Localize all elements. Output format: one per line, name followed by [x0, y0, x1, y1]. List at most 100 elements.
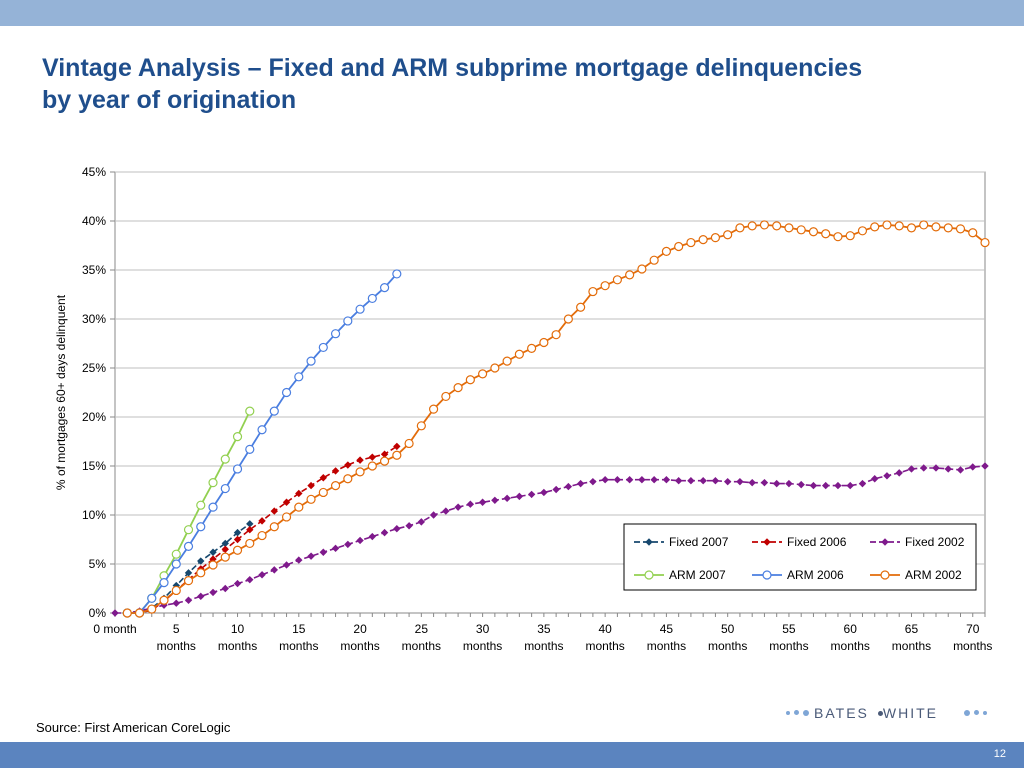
logo-dot	[803, 710, 809, 716]
data-point-arm-2002	[588, 286, 598, 297]
data-point-fixed-2002	[111, 609, 119, 617]
x-tick-label: months	[892, 639, 931, 653]
data-point-fixed-2002	[748, 478, 756, 487]
data-point-fixed-2002	[944, 465, 952, 473]
x-tick-label: 60	[844, 622, 858, 636]
data-point-arm-2002	[527, 343, 537, 353]
data-point-arm-2006	[294, 372, 304, 382]
data-point-arm-2002	[453, 383, 463, 393]
logo-dot	[983, 711, 987, 715]
data-point-arm-2002	[857, 226, 868, 236]
data-point-fixed-2002	[650, 476, 658, 484]
slide-title-line-1: Vintage Analysis – Fixed and ARM subprim…	[42, 54, 863, 82]
data-point-arm-2002	[441, 391, 451, 402]
x-tick-label: 35	[537, 622, 551, 636]
data-point-fixed-2002	[356, 536, 364, 545]
data-point-fixed-2007	[233, 528, 242, 537]
data-point-arm-2002	[159, 595, 169, 605]
data-point-fixed-2002	[601, 476, 609, 484]
data-point-fixed-2006	[221, 545, 229, 554]
data-point-arm-2002	[796, 225, 806, 235]
data-point-fixed-2006	[295, 489, 303, 498]
data-point-arm-2002	[514, 349, 524, 359]
x-tick-label: 70	[966, 622, 980, 636]
source-note: Source: First American CoreLogic	[36, 720, 231, 735]
data-point-arm-2002	[404, 438, 414, 449]
data-point-arm-2002	[281, 512, 292, 522]
data-point-arm-2006	[183, 541, 194, 551]
data-point-arm-2002	[931, 222, 941, 232]
data-point-arm-2006	[355, 304, 365, 314]
data-point-fixed-2002	[674, 476, 683, 485]
y-tick-label: 15%	[82, 459, 106, 473]
data-point-fixed-2002	[564, 482, 573, 491]
legend-marker-fixed-2006	[763, 538, 771, 546]
data-point-fixed-2002	[723, 477, 732, 486]
x-tick-label: months	[708, 639, 747, 653]
data-point-fixed-2002	[295, 556, 303, 564]
data-point-arm-2002	[808, 227, 819, 237]
data-point-fixed-2002	[699, 476, 707, 485]
data-point-arm-2006	[281, 387, 292, 398]
x-tick-label: months	[218, 639, 257, 653]
data-point-fixed-2002	[331, 544, 340, 553]
data-point-arm-2002	[147, 604, 157, 614]
data-point-arm-2002	[245, 538, 255, 549]
logo-separator-dot	[878, 711, 883, 716]
data-point-arm-2006	[245, 444, 255, 454]
logo-word-right: WHITE	[882, 705, 938, 721]
x-tick-label: 0 month	[93, 622, 136, 636]
series-line-arm-2006	[127, 273, 398, 614]
data-point-fixed-2002	[258, 571, 266, 579]
legend-marker-fixed-2007	[645, 538, 653, 546]
data-point-fixed-2002	[307, 552, 315, 560]
data-point-arm-2002	[478, 369, 488, 379]
data-point-arm-2007	[208, 478, 218, 488]
data-point-arm-2006	[147, 593, 157, 603]
x-tick-label: months	[402, 639, 441, 653]
data-point-arm-2002	[318, 487, 328, 498]
data-point-fixed-2002	[834, 481, 842, 490]
logo-dot	[794, 710, 799, 715]
data-point-arm-2002	[723, 230, 733, 240]
x-tick-label: months	[769, 639, 808, 653]
top-band	[0, 0, 1024, 26]
data-point-fixed-2002	[981, 462, 989, 470]
data-point-arm-2002	[134, 608, 145, 618]
data-point-fixed-2002	[772, 479, 781, 488]
data-point-arm-2002	[674, 241, 684, 252]
data-point-arm-2002	[955, 224, 966, 234]
logo-dot	[974, 710, 979, 715]
data-point-arm-2006	[392, 269, 402, 279]
data-point-arm-2002	[968, 228, 978, 238]
legend-label-fixed-2007: Fixed 2007	[669, 535, 729, 549]
data-point-fixed-2002	[711, 476, 720, 485]
data-point-arm-2006	[196, 522, 206, 532]
legend-label-arm-2007: ARM 2007	[669, 568, 726, 582]
data-point-arm-2006	[171, 559, 181, 569]
x-tick-label: 25	[415, 622, 429, 636]
x-tick-label: 5	[173, 622, 180, 636]
x-tick-label: 10	[231, 622, 245, 636]
data-point-arm-2002	[625, 270, 635, 280]
data-point-fixed-2002	[613, 476, 622, 484]
data-point-fixed-2002	[393, 525, 401, 533]
data-point-fixed-2002	[503, 494, 511, 503]
data-point-fixed-2006	[344, 461, 352, 469]
data-point-fixed-2002	[638, 476, 646, 484]
data-point-arm-2002	[698, 235, 708, 245]
data-point-arm-2002	[649, 255, 659, 265]
data-point-fixed-2002	[344, 540, 352, 549]
data-point-fixed-2002	[478, 498, 487, 506]
slide-title: Vintage Analysis – Fixed and ARM subprim…	[42, 52, 1002, 116]
data-point-fixed-2002	[969, 463, 977, 471]
y-tick-label: 40%	[82, 214, 106, 228]
data-point-fixed-2002	[956, 466, 965, 474]
data-point-arm-2006	[220, 483, 230, 494]
data-point-fixed-2007	[209, 548, 217, 556]
data-point-arm-2002	[465, 375, 475, 385]
data-point-fixed-2002	[221, 584, 229, 593]
data-point-arm-2002	[355, 467, 365, 477]
data-point-fixed-2002	[920, 464, 928, 472]
data-point-arm-2002	[710, 233, 721, 243]
